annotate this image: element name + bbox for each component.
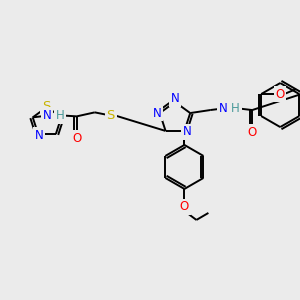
Text: H: H [56,109,64,122]
Text: O: O [248,126,257,139]
Text: O: O [180,200,189,213]
Text: O: O [275,88,285,100]
Text: N: N [218,102,227,115]
Text: S: S [42,100,50,113]
Text: N: N [35,129,44,142]
Text: O: O [72,132,81,145]
Text: S: S [106,109,115,122]
Text: N: N [43,109,52,122]
Text: N: N [183,125,192,138]
Text: H: H [231,102,240,115]
Text: N: N [152,106,161,120]
Text: N: N [171,92,179,106]
